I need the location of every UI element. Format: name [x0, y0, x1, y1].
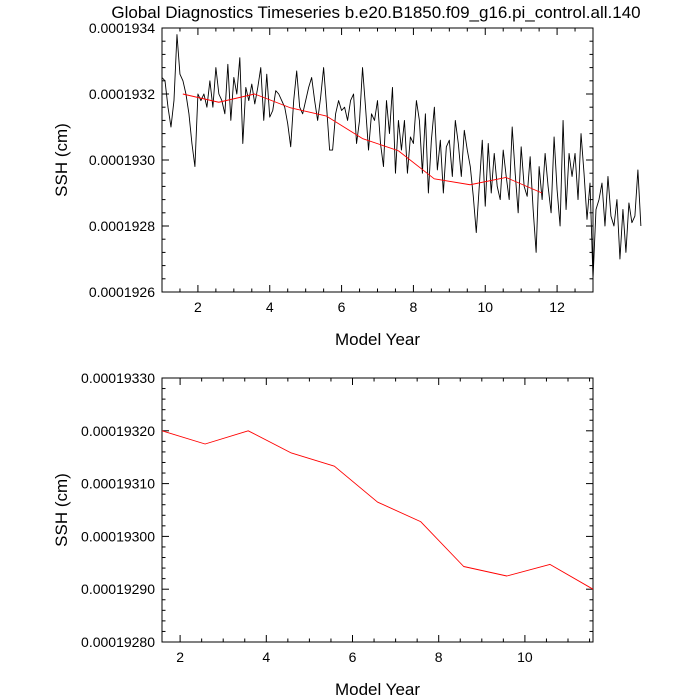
figure-title: Global Diagnostics Timeseries b.e20.B185… — [111, 3, 640, 22]
plot-frame — [161, 377, 594, 643]
y-tick-label: 0.00019320 — [81, 423, 155, 439]
y-tick-label: 0.0001926 — [89, 284, 155, 300]
plot-frame — [161, 27, 594, 293]
y-tick-label: 0.0001932 — [89, 86, 155, 102]
chart-panel-1: 2 4 6 8 10 12 0.0001926 0.0001928 0.0001930 0.000… — [52, 20, 642, 349]
y-tick-label: 0.0001928 — [89, 218, 155, 234]
series-line-annual-mean — [182, 93, 543, 194]
x-tick-label: 6 — [349, 649, 357, 665]
x-tick-label: 2 — [176, 649, 184, 665]
x-axis-title: Model Year — [335, 330, 420, 349]
x-tick-label: 12 — [549, 299, 565, 315]
chart-panel-2: 2 4 6 8 10 0.00019280 0.00019290 0.00019300 0.00… — [52, 370, 594, 699]
x-tick-label: 10 — [477, 299, 493, 315]
y-tick-label: 0.00019280 — [81, 634, 155, 650]
x-tick-label: 8 — [435, 649, 443, 665]
x-tick-label: 2 — [194, 299, 202, 315]
y-tick-label: 0.0001934 — [89, 20, 155, 36]
x-axis-title: Model Year — [335, 680, 420, 699]
y-tick-label: 0.00019290 — [81, 581, 155, 597]
series-line-annual-mean — [161, 430, 594, 590]
x-tick-label: 6 — [338, 299, 346, 315]
y-tick-label: 0.00019330 — [81, 370, 155, 386]
x-tick-label: 4 — [266, 299, 274, 315]
x-tick-label: 8 — [410, 299, 418, 315]
y-tick-label: 0.0001930 — [89, 152, 155, 168]
y-axis-title: SSH (cm) — [52, 123, 71, 197]
y-axis-title: SSH (cm) — [52, 473, 71, 547]
y-tick-label: 0.00019310 — [81, 476, 155, 492]
y-tick-label: 0.00019300 — [81, 528, 155, 544]
x-tick-label: 4 — [262, 649, 270, 665]
x-tick-label: 10 — [517, 649, 533, 665]
series-line-monthly — [161, 34, 642, 280]
